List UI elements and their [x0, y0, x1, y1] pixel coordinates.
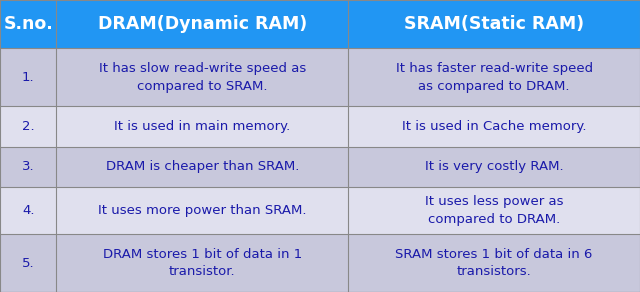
Bar: [56, 234, 348, 292]
Bar: [348, 187, 640, 234]
Bar: [348, 48, 640, 106]
Text: It uses more power than SRAM.: It uses more power than SRAM.: [98, 204, 307, 217]
Text: 5.: 5.: [22, 257, 35, 270]
Text: SRAM(Static RAM): SRAM(Static RAM): [404, 15, 584, 33]
Bar: [56, 48, 348, 106]
Bar: [56, 147, 348, 187]
Text: It has slow read-write speed as
compared to SRAM.: It has slow read-write speed as compared…: [99, 62, 306, 93]
Bar: [348, 234, 640, 292]
Bar: [0, 187, 56, 234]
Text: It is used in Cache memory.: It is used in Cache memory.: [402, 120, 586, 133]
Bar: [0, 48, 56, 106]
Text: S.no.: S.no.: [3, 15, 53, 33]
Bar: [56, 106, 348, 147]
Bar: [0, 147, 56, 187]
Text: 1.: 1.: [22, 71, 35, 84]
Text: 3.: 3.: [22, 160, 35, 173]
Text: 4.: 4.: [22, 204, 35, 217]
Text: DRAM stores 1 bit of data in 1
transistor.: DRAM stores 1 bit of data in 1 transisto…: [102, 248, 302, 278]
Bar: [348, 0, 640, 48]
Text: It uses less power as
compared to DRAM.: It uses less power as compared to DRAM.: [425, 195, 563, 226]
Bar: [56, 0, 348, 48]
Bar: [348, 106, 640, 147]
Bar: [0, 234, 56, 292]
Text: It has faster read-write speed
as compared to DRAM.: It has faster read-write speed as compar…: [396, 62, 593, 93]
Text: It is very costly RAM.: It is very costly RAM.: [425, 160, 563, 173]
Text: DRAM(Dynamic RAM): DRAM(Dynamic RAM): [98, 15, 307, 33]
Text: 2.: 2.: [22, 120, 35, 133]
Text: DRAM is cheaper than SRAM.: DRAM is cheaper than SRAM.: [106, 160, 299, 173]
Bar: [0, 0, 56, 48]
Bar: [348, 147, 640, 187]
Text: It is used in main memory.: It is used in main memory.: [114, 120, 291, 133]
Bar: [56, 187, 348, 234]
Text: SRAM stores 1 bit of data in 6
transistors.: SRAM stores 1 bit of data in 6 transisto…: [396, 248, 593, 278]
Bar: [0, 106, 56, 147]
